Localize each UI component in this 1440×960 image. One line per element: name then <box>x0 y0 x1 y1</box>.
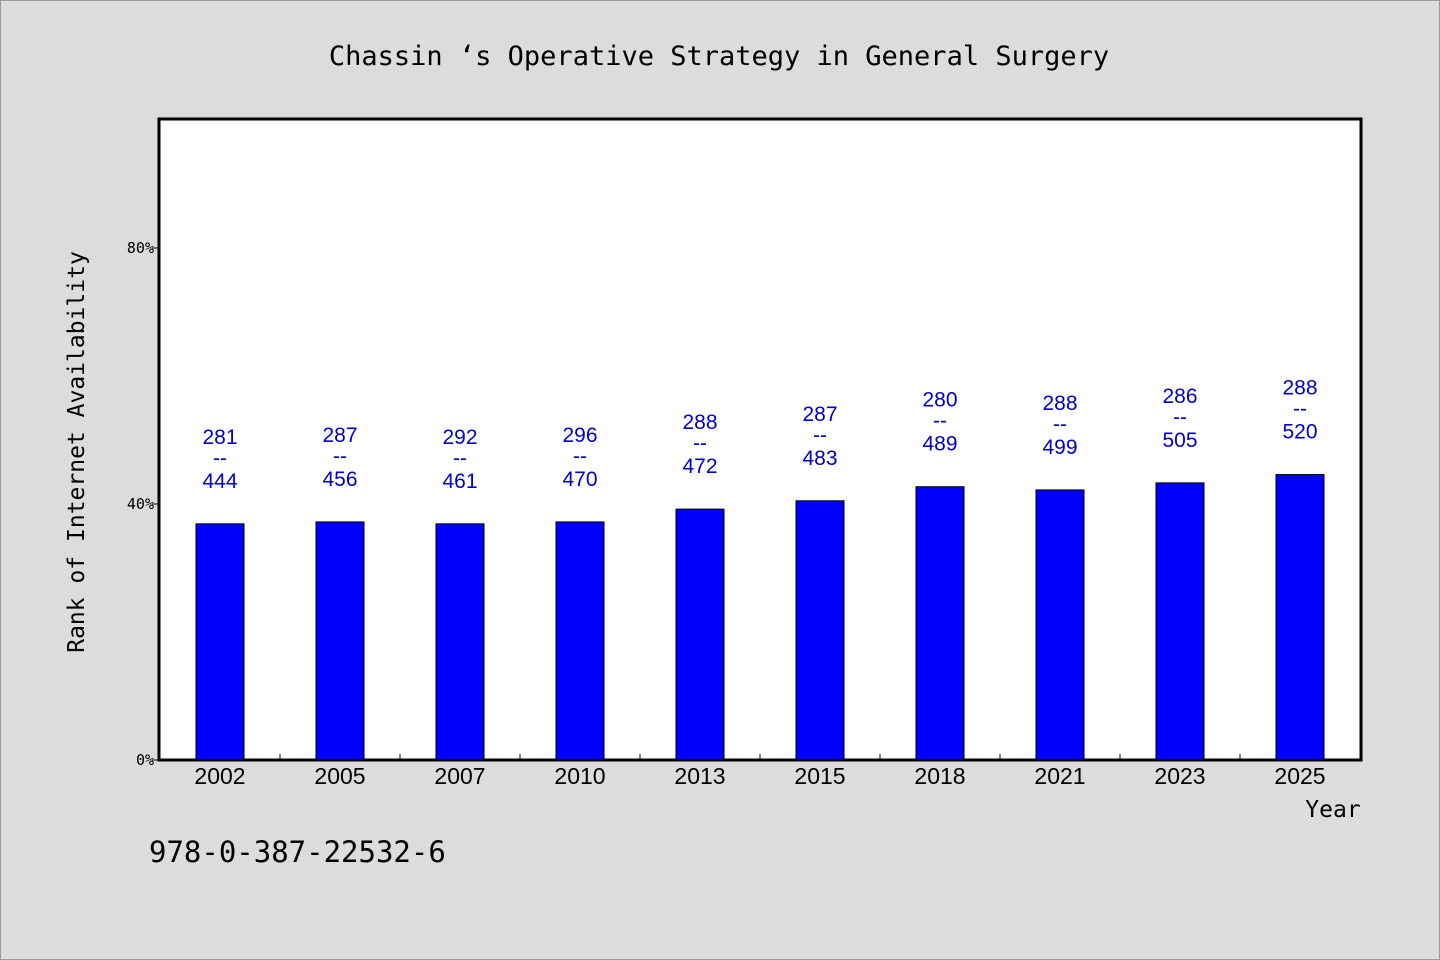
bar-2005 <box>315 521 365 761</box>
bars <box>195 474 1325 761</box>
bar-label-separator: -- <box>1173 406 1187 429</box>
bar-label-bottom: 461 <box>442 470 477 493</box>
bar-label-separator: -- <box>453 447 467 470</box>
bar-label-separator: -- <box>693 432 707 455</box>
y-tick-label: 0% <box>136 751 154 769</box>
bar-label-separator: -- <box>213 447 227 470</box>
bar-2023 <box>1155 482 1205 761</box>
bar-2013 <box>675 508 725 761</box>
bar-label-separator: -- <box>933 410 947 433</box>
bar-label-bottom: 489 <box>922 433 957 456</box>
bar-2002 <box>195 523 245 761</box>
bar-label-top: 287 <box>802 403 837 426</box>
bar-label-bottom: 470 <box>562 468 597 491</box>
bar-data-labels: 281--444287--456292--461296--470288--472… <box>202 377 1317 493</box>
x-tick-label: 2002 <box>194 763 245 789</box>
y-tick-label: 80% <box>127 239 154 257</box>
x-axis-ticks: 2002 2005 2007 2010 2013 2015 2018 2021 2023 2025 <box>194 754 1326 789</box>
bar-label-top: 292 <box>442 426 477 449</box>
bar-label-top: 287 <box>322 424 357 447</box>
bar-label-separator: -- <box>1293 398 1307 421</box>
bar-label-bottom: 499 <box>1042 436 1077 459</box>
x-tick-label: 2018 <box>914 763 965 789</box>
x-tick-label: 2025 <box>1274 763 1325 789</box>
x-tick-label: 2007 <box>434 763 485 789</box>
bar-label-bottom: 520 <box>1282 421 1317 444</box>
x-tick-label: 2023 <box>1154 763 1205 789</box>
bar-2018 <box>915 486 965 761</box>
bar-label-top: 286 <box>1162 385 1197 408</box>
bar-label-top: 288 <box>682 411 717 434</box>
x-axis-label: Year <box>1305 797 1360 823</box>
bar-label-top: 288 <box>1042 392 1077 415</box>
x-tick-label: 2013 <box>674 763 725 789</box>
bar-label-bottom: 483 <box>802 447 837 470</box>
x-tick-label: 2021 <box>1034 763 1085 789</box>
bar-label-bottom: 505 <box>1162 429 1197 452</box>
isbn-footer: 978-0-387-22532-6 <box>149 835 446 869</box>
bar-2025 <box>1275 474 1325 761</box>
bar-label-bottom: 472 <box>682 455 717 478</box>
bar-label-separator: -- <box>573 445 587 468</box>
bar-label-bottom: 456 <box>322 468 357 491</box>
bar-label-separator: -- <box>333 445 347 468</box>
bar-label-bottom: 444 <box>202 470 237 493</box>
bar-2015 <box>795 500 845 761</box>
y-tick-label: 40% <box>127 495 154 513</box>
bar-2010 <box>555 521 605 761</box>
x-tick-label: 2005 <box>314 763 365 789</box>
bar-2007 <box>435 523 485 761</box>
bar-label-separator: -- <box>1053 413 1067 436</box>
bar-2021 <box>1035 489 1085 761</box>
chart-title: Chassin ‘s Operative Strategy in General… <box>329 41 1109 72</box>
y-axis-label: Rank of Internet Availability <box>64 251 90 653</box>
bar-label-top: 281 <box>202 426 237 449</box>
bar-label-top: 288 <box>1282 377 1317 400</box>
bar-label-separator: -- <box>813 424 827 447</box>
x-tick-label: 2015 <box>794 763 845 789</box>
y-axis-ticks: 0% 40% 80% <box>127 239 160 769</box>
bar-label-top: 280 <box>922 389 957 412</box>
x-tick-label: 2010 <box>554 763 605 789</box>
bar-label-top: 296 <box>562 424 597 447</box>
